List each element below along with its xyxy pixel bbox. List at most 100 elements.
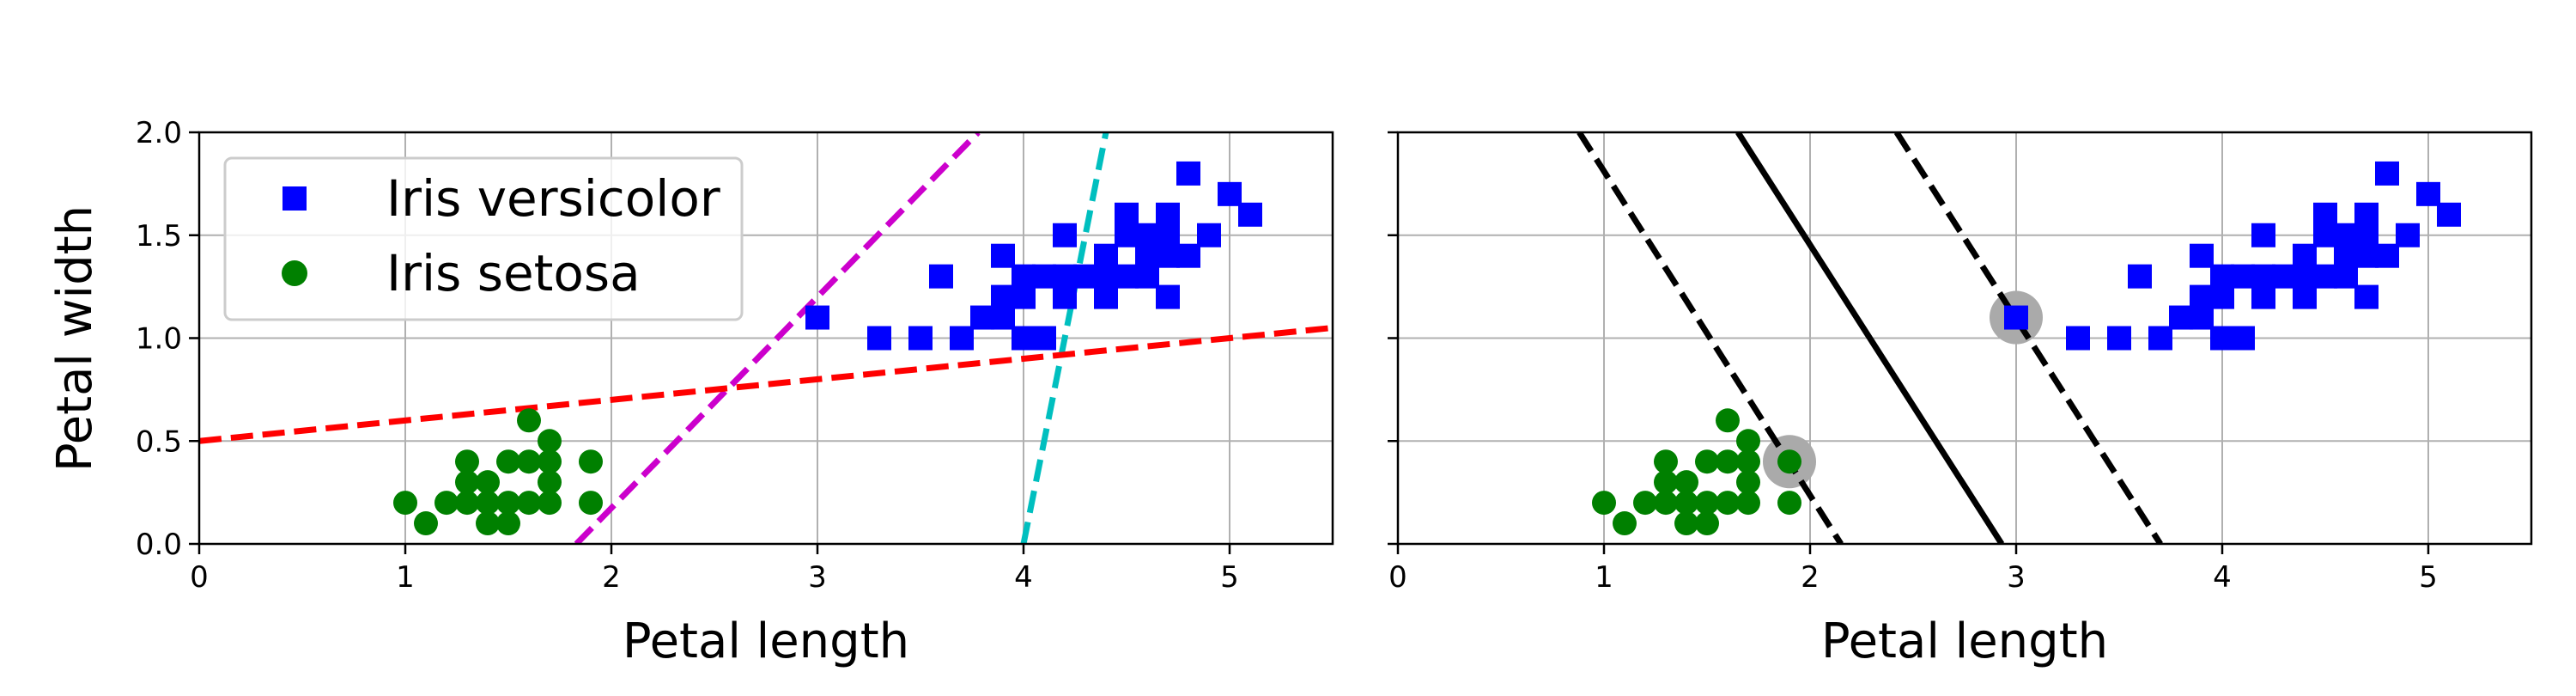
versicolor-point (1115, 264, 1139, 289)
versicolor-point (2354, 243, 2379, 268)
versicolor-point (2396, 223, 2420, 247)
setosa-point (476, 470, 500, 495)
versicolor-point (991, 305, 1015, 330)
versicolor-point (908, 326, 933, 351)
versicolor-point (1135, 264, 1159, 289)
setosa-point (1736, 491, 1760, 516)
setosa-point (1716, 491, 1740, 516)
versicolor-point (1012, 284, 1036, 309)
versicolor-point (1156, 243, 1180, 268)
versicolor-point (2375, 243, 2399, 268)
setosa-point (1674, 511, 1698, 536)
versicolor-point (1176, 243, 1200, 268)
setosa-point (434, 491, 459, 516)
setosa-point (393, 491, 417, 516)
setosa-point (579, 449, 603, 474)
setosa-point (1695, 511, 1719, 536)
left-ticks: 0 1 2 3 4 5 0.0 0.5 1.0 1.5 2.0 (136, 116, 1239, 595)
versicolor-point (2231, 326, 2255, 351)
versicolor-point (2334, 243, 2358, 268)
x-tick-label: 4 (1014, 560, 1033, 595)
setosa-point (517, 491, 541, 516)
versicolor-point (1156, 202, 1180, 227)
versicolor-point (1032, 326, 1056, 351)
versicolor-point (2354, 223, 2379, 247)
right-decision-lines (1577, 132, 2163, 544)
versicolor-point (2190, 243, 2214, 268)
versicolor-point (2437, 202, 2461, 227)
setosa-point (496, 449, 520, 474)
versicolor-point (1012, 326, 1036, 351)
right-ticks: 0 1 2 3 4 5 (1388, 131, 2438, 595)
x-tick-label: 0 (190, 560, 209, 595)
versicolor-point (1176, 161, 1200, 186)
boundary-line (1020, 132, 1109, 544)
versicolor-point (2313, 223, 2337, 247)
setosa-point (538, 449, 562, 474)
left-x-axis-label: Petal length (623, 614, 909, 669)
x-tick-label: 1 (1595, 560, 1613, 595)
setosa-point (1777, 449, 1801, 474)
x-tick-label: 2 (602, 560, 621, 595)
versicolor-point (2004, 305, 2028, 330)
versicolor-point (2293, 264, 2317, 289)
setosa-point (496, 511, 520, 536)
versicolor-point (2210, 326, 2234, 351)
legend-box (223, 156, 744, 321)
setosa-point (1736, 470, 1760, 495)
right-x-axis-label: Petal length (1821, 614, 2108, 669)
versicolor-point (1053, 284, 1077, 309)
versicolor-point (2293, 284, 2317, 309)
boundary-line (1735, 132, 2005, 544)
versicolor-point (1238, 202, 1262, 227)
setosa-point (414, 511, 438, 536)
setosa-point (1695, 491, 1719, 516)
legend-label-setosa: Iris setosa (386, 244, 641, 302)
setosa-point (1716, 449, 1740, 474)
legend-label-versicolor: Iris versicolor (386, 169, 720, 228)
setosa-point (455, 449, 479, 474)
setosa-point (476, 511, 500, 536)
setosa-point (1736, 429, 1760, 454)
versicolor-point (2231, 264, 2255, 289)
versicolor-point (2334, 223, 2358, 247)
versicolor-point (1053, 264, 1077, 289)
versicolor-point (2107, 326, 2131, 351)
versicolor-point (2169, 305, 2193, 330)
y-tick-label: 1.0 (136, 322, 182, 357)
versicolor-point (2190, 305, 2214, 330)
versicolor-point (2251, 264, 2275, 289)
setosa-point (1633, 491, 1657, 516)
versicolor-point (2128, 264, 2152, 289)
right-data-points (1592, 161, 2461, 536)
boundary-line (574, 132, 981, 544)
x-tick-label: 3 (808, 560, 827, 595)
versicolor-point (1156, 223, 1180, 247)
setosa-point (1613, 511, 1637, 536)
legend: Iris versicolor Iris setosa (223, 156, 744, 321)
setosa-point (1674, 491, 1698, 516)
versicolor-point (1135, 243, 1159, 268)
left-data-points (393, 161, 1262, 536)
boundary-line (1893, 132, 2163, 544)
versicolor-point (1012, 264, 1036, 289)
x-tick-label: 3 (2007, 560, 2026, 595)
y-tick-label: 1.5 (136, 219, 182, 253)
setosa-point (1777, 491, 1801, 516)
x-tick-label: 2 (1801, 560, 1820, 595)
versicolor-point (2210, 264, 2234, 289)
versicolor-point (2375, 161, 2399, 186)
versicolor-point (1094, 284, 1118, 309)
versicolor-point (2251, 284, 2275, 309)
setosa-point (1654, 491, 1678, 516)
versicolor-point (1218, 181, 1242, 206)
setosa-point (538, 470, 562, 495)
versicolor-point (1053, 223, 1077, 247)
versicolor-point (2148, 326, 2172, 351)
x-tick-label: 5 (2419, 560, 2438, 595)
versicolor-point (2251, 223, 2275, 247)
x-tick-label: 4 (2213, 560, 2232, 595)
setosa-point (1695, 449, 1719, 474)
versicolor-point (2293, 243, 2317, 268)
